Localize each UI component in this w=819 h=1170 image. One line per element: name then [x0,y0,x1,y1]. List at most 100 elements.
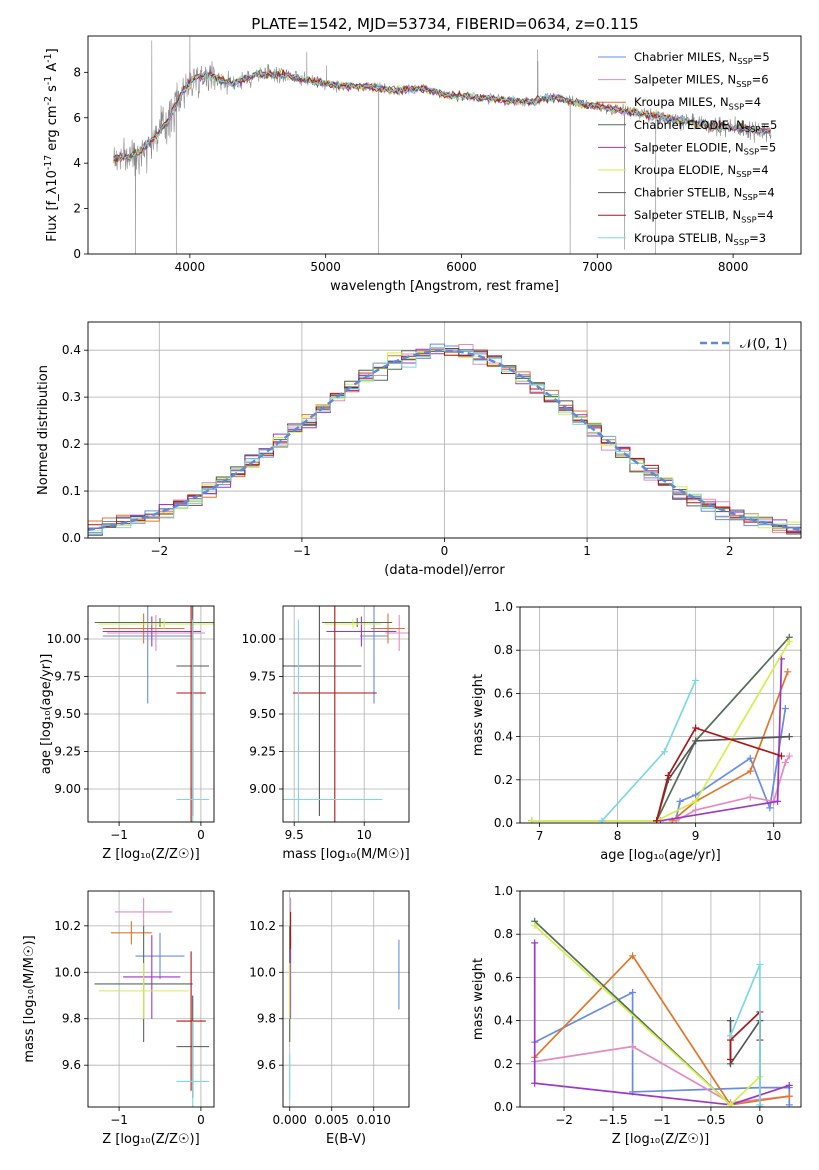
y-tick-label: 0.8 [494,643,513,657]
y-tick-label: 2 [73,202,81,216]
x-axis-label: Z [log₁₀(Z/Z☉)] [102,1132,199,1147]
x-tick-label: −1.5 [598,1113,627,1127]
y-tick-label: 0.1 [62,484,81,498]
x-tick-label: 0 [197,1113,205,1127]
plus-marker [692,806,700,814]
plot-area [283,606,409,822]
legend-entry: 𝒩(0, 1) [740,337,787,352]
legend: 𝒩(0, 1) [700,337,787,352]
x-tick-label: 9 [692,829,700,843]
panel-mass_weight_vs_Z: −2 −1.5 −1 −0.5 0 0.0 0.2 0.4 0.6 0.8 1.0 Z [log₁₀(… [471,884,802,1147]
y-axis-label: mass [log₁₀(M/M☉)] [22,935,37,1062]
plus-marker [785,1081,793,1089]
y-tick-label: 6 [73,111,81,125]
plus-marker [528,817,536,823]
plus-marker [777,752,785,760]
plus-marker [531,922,539,930]
y-tick-label: 0.0 [494,816,513,830]
y-tick-label: 0.4 [494,1014,513,1028]
x-tick-label: 0 [756,1113,764,1127]
y-tick-label: 0.6 [494,686,513,700]
plot-area [88,343,801,536]
plus-marker [756,1101,764,1107]
panel-spectrum: 4000 5000 6000 7000 8000 0 2 4 6 8 wavelength [Ang… [43,35,802,294]
x-tick-label: 7 [536,829,544,843]
panel-mass_vs_ebv: 0.000 0.005 0.010 9.6 9.8 10.0 10.2 E(B-V) [249,890,410,1147]
y-tick-label: 10.2 [249,919,276,933]
plus-marker [774,797,782,805]
x-tick-label: 8 [614,829,622,843]
y-tick-label: 9.50 [249,707,276,721]
y-tick-label: 9.8 [257,1012,276,1026]
x-tick-label: −1 [110,828,128,842]
plus-marker [629,1043,637,1051]
plus-marker [746,767,754,775]
legend-entry: Salpeter ELODIE, NSSP​=5 [634,140,776,156]
legend: Chabrier MILES, NSSP​=5 Salpeter MILES, N… [598,50,777,247]
x-tick-label: −1 [110,1113,128,1127]
axes-frame [519,606,802,824]
axes-frame [87,890,215,1108]
x-tick-label: −0.5 [696,1113,725,1127]
plus-marker [531,1079,539,1087]
mass-weight-line [531,641,791,822]
y-axis-label: Normed distribution [36,365,51,495]
y-tick-label: 10.00 [47,632,81,646]
y-tick-label: 9.6 [257,1058,276,1072]
x-axis-label: Z [log₁₀(Z/Z☉)] [612,1132,709,1147]
y-tick-label: 9.50 [54,707,81,721]
legend-entry: Chabrier MILES, NSSP​=5 [634,50,770,66]
plus-marker [785,1092,793,1100]
y-tick-label: 0.2 [494,773,513,787]
y-tick-label: 9.75 [54,670,81,684]
x-tick-label: 10 [357,828,372,842]
plus-marker [629,952,637,960]
plus-marker [692,797,700,805]
plus-marker [784,668,792,676]
x-axis-label: (data-model)/error [384,563,505,578]
y-tick-label: 0.2 [494,1057,513,1071]
mass-weight-line [601,680,697,822]
plus-marker [676,797,684,805]
plot-area [289,897,400,1101]
x-tick-label: −1 [293,544,311,558]
axes-frame [519,890,802,1108]
axes-frame [87,35,802,255]
x-tick-label: 7000 [582,260,613,274]
y-tick-label: 10.0 [249,965,276,979]
panel-mass_weight_vs_age: 7 8 9 10 0.0 0.2 0.4 0.6 0.8 1.0 age [log₁₀(age/yr… [471,600,802,863]
y-tick-label: 10.2 [54,919,81,933]
y-tick-label: 0 [73,247,81,261]
y-axis-label: Flux [f_λ10-17​ erg cm-2​ s-1​ A-1​] [43,48,60,241]
plus-marker [660,748,668,756]
plus-marker [664,771,672,779]
plus-marker [781,705,789,713]
x-tick-label: 2 [726,544,734,558]
gridlines [283,891,409,1107]
mass-weight-line [675,708,787,819]
mass-weight-line [729,964,761,1105]
plus-marker [746,793,754,801]
axes: 9.5 10 9.00 9.25 9.50 9.75 10.00 mass [log₁₀(M/… [242,605,410,862]
axes: −1 0 9.00 9.25 9.50 9.75 10.00 Z [log₁₀(Z/Z☉)] a… [39,605,215,862]
plus-marker [727,1017,735,1025]
plus-marker [785,733,793,741]
x-tick-label: −2 [555,1113,573,1127]
x-tick-label: −2 [150,544,168,558]
gridlines [283,606,409,822]
plus-marker [598,817,606,823]
panel-age_vs_mass: 9.5 10 9.00 9.25 9.50 9.75 10.00 mass [log₁₀(M/… [242,605,410,862]
plus-marker [727,1101,735,1107]
gridlines [520,606,801,824]
mass-weight-line [671,671,789,822]
plus-marker [692,724,700,732]
x-tick-label: 0 [197,828,205,842]
x-tick-label: 0.005 [315,1113,349,1127]
y-tick-label: 0.2 [62,437,81,451]
x-axis-label: mass [log₁₀(M/M☉)] [282,847,409,862]
y-tick-label: 0.8 [494,927,513,941]
plot-area [94,606,214,822]
y-tick-label: 9.25 [249,745,276,759]
axes: −2 −1 0 1 2 0.0 0.1 0.2 0.3 0.4 (data-model)/error… [36,321,802,578]
